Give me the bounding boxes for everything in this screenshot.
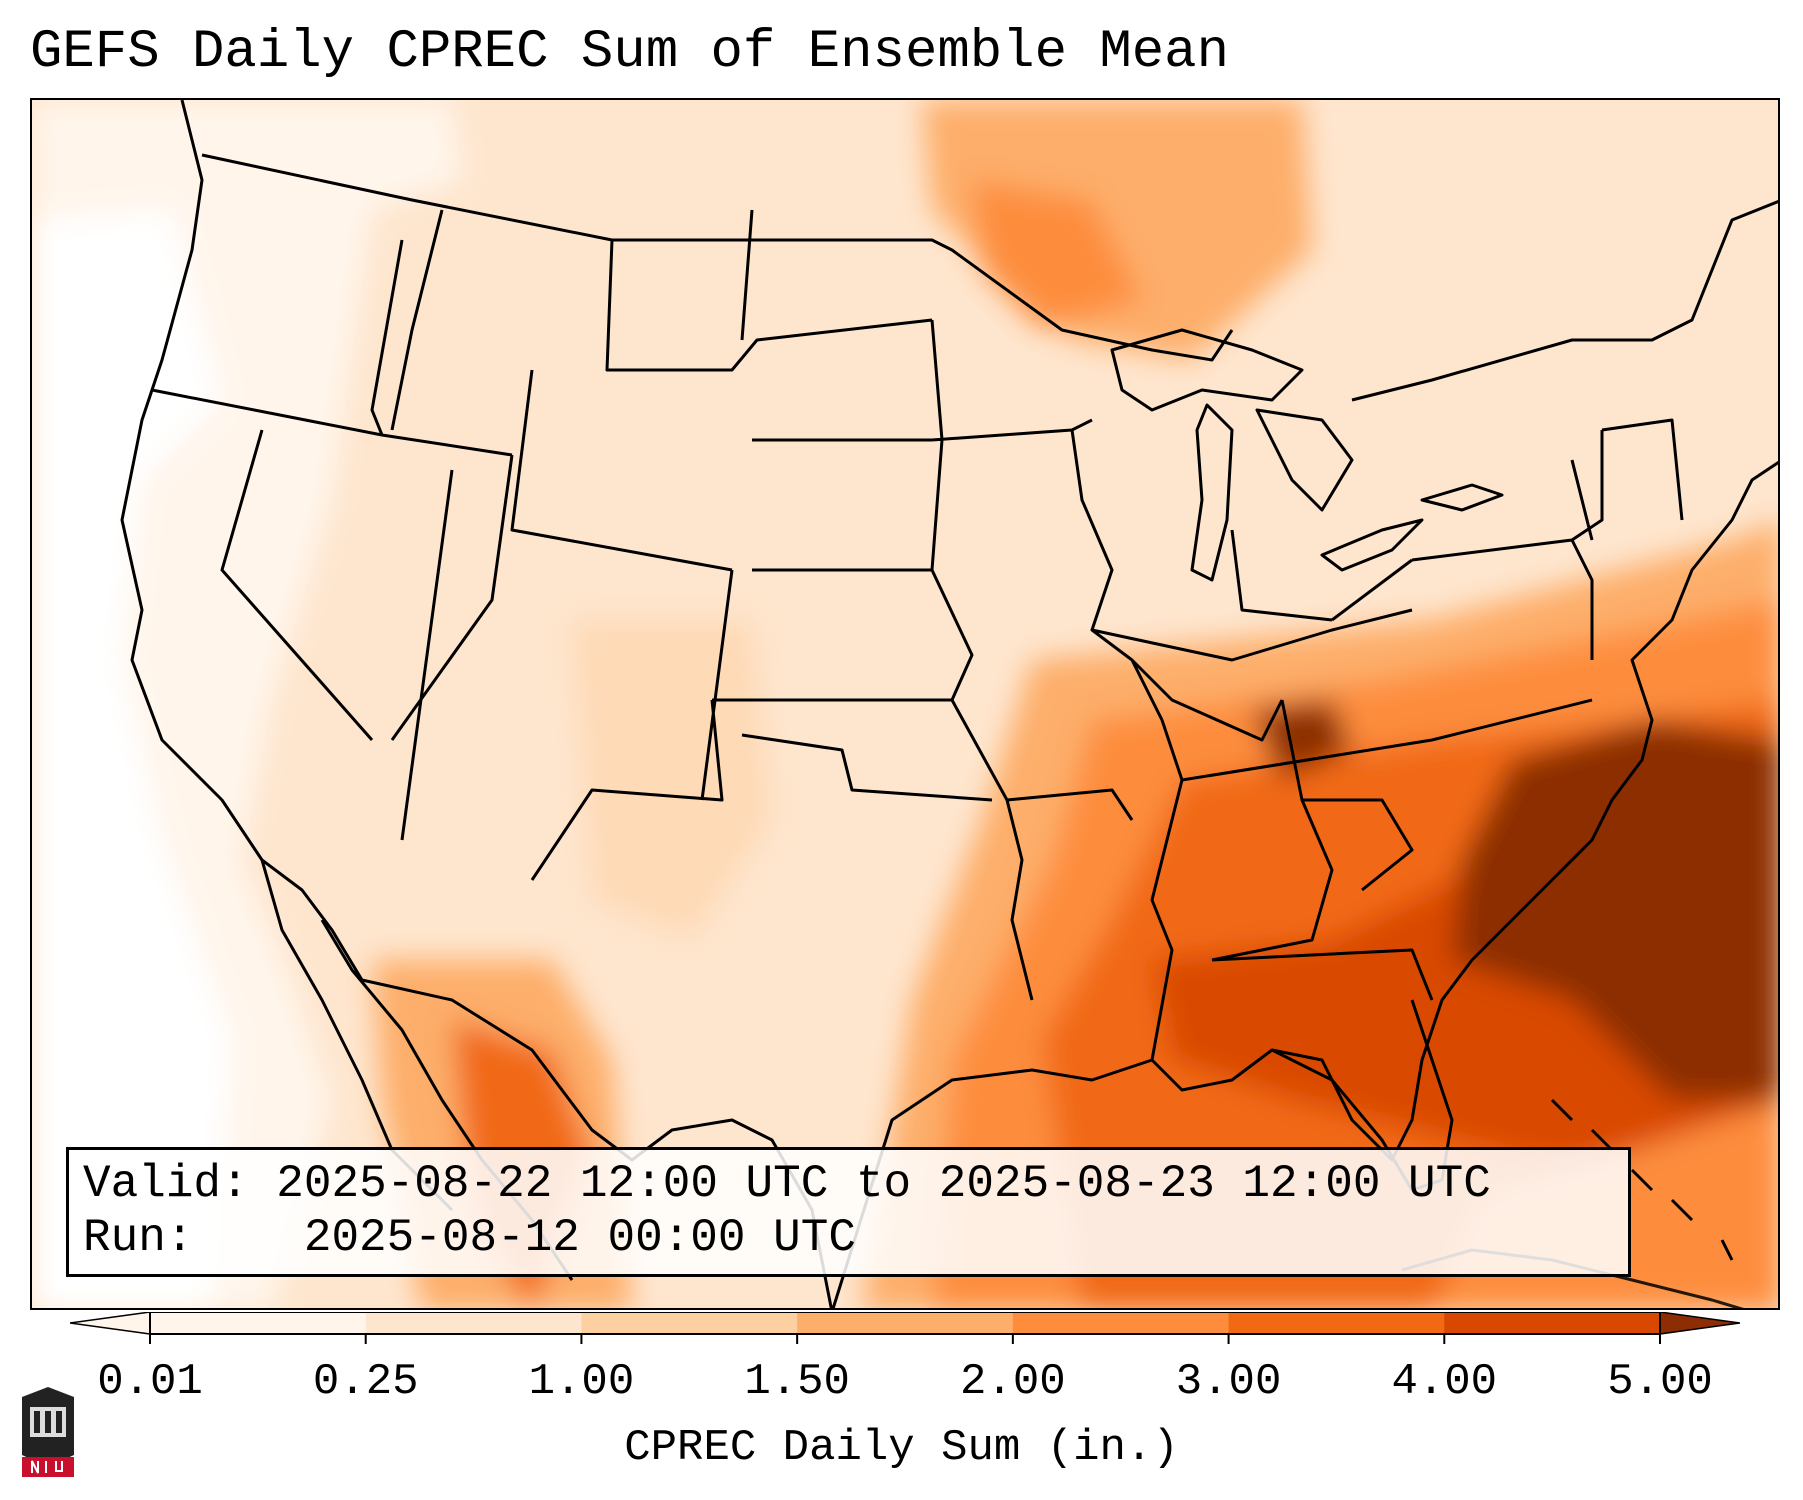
colorbar-segment — [1228, 1312, 1445, 1334]
run-value: 2025-08-12 00:00 UTC — [303, 1212, 856, 1264]
map-title: GEFS Daily CPREC Sum of Ensemble Mean — [30, 22, 1229, 83]
valid-line: Valid: 2025-08-22 12:00 UTC to 2025-08-2… — [83, 1157, 1628, 1211]
lake-michigan — [1190, 403, 1234, 582]
canada-border-east — [1351, 199, 1778, 402]
colorbar-segment — [365, 1312, 582, 1334]
map-panel — [30, 98, 1780, 1310]
lake-superior — [1110, 328, 1304, 412]
valid-label: Valid: — [83, 1158, 249, 1210]
lake-ontario — [1420, 483, 1504, 512]
colorbar — [70, 1312, 1740, 1344]
colorbar-extend-min — [70, 1312, 151, 1335]
colorbar-segment — [1012, 1312, 1230, 1334]
colorbar-tick-label: 2.00 — [960, 1357, 1066, 1407]
colorbar-tick-label: 1.00 — [528, 1357, 635, 1407]
us-outline — [120, 100, 1778, 1308]
valid-value: 2025-08-22 12:00 UTC to 2025-08-23 12:00… — [276, 1158, 1491, 1210]
colorbar-label: CPREC Daily Sum (in.) — [624, 1423, 1179, 1473]
run-label: Run: — [83, 1212, 194, 1264]
lake-huron — [1255, 408, 1354, 512]
precip-atlantic-max — [1452, 720, 1778, 1100]
colorbar-tick-label: 4.00 — [1391, 1357, 1498, 1407]
niu-logo — [22, 1387, 74, 1477]
colorbar-segment — [150, 1312, 367, 1334]
colorbar-segment — [1444, 1312, 1661, 1334]
colorbar-tick-label: 0.01 — [97, 1357, 203, 1407]
colorbar-segment — [797, 1312, 1014, 1334]
colorbar-tick-label: 5.00 — [1607, 1357, 1713, 1407]
valid-run-info-box: Valid: 2025-08-22 12:00 UTC to 2025-08-2… — [66, 1147, 1631, 1277]
canada-border — [201, 153, 1234, 362]
precip-north-core — [972, 180, 1142, 330]
precip-north-band — [922, 100, 1312, 360]
colorbar-tick-label: 1.50 — [744, 1357, 850, 1407]
colorbar-tick-label: 3.00 — [1175, 1357, 1282, 1407]
colorbar-extend-max — [1659, 1312, 1740, 1335]
colorbar-tick-label: 0.25 — [312, 1357, 419, 1407]
colorbar-segment — [581, 1312, 798, 1334]
precip-map — [32, 100, 1778, 1308]
precip-tn-valley-max — [1252, 700, 1352, 780]
state-lines — [151, 209, 1684, 1061]
precip-white-pacific — [32, 210, 232, 1308]
bahamas — [1550, 1098, 1734, 1261]
lake-erie — [1320, 518, 1424, 572]
colorbar-outline — [149, 1312, 1661, 1335]
run-line: Run: 2025-08-12 00:00 UTC — [83, 1211, 1628, 1265]
